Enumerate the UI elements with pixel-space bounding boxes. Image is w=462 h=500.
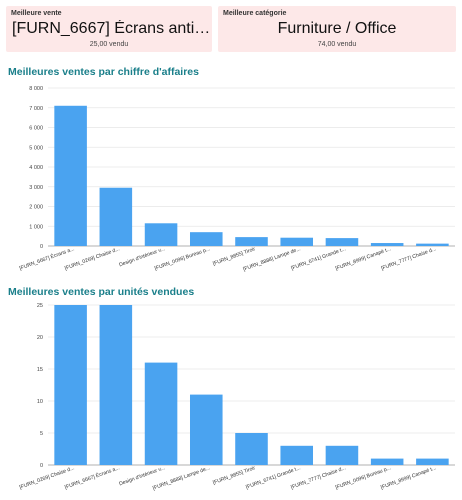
revenue-bar-chart: 0 1 000 2 000 3 000 4 000 5 000 6 000 7 000 8 00… (18, 86, 455, 273)
chart-title-revenue: Meilleures ventes par chiffre d'affaires (8, 66, 199, 78)
kpi-card-best-category[interactable]: Meilleure catégorie Furniture / Office 7… (218, 6, 456, 52)
y-tick-label: 20 (37, 335, 43, 341)
bar[interactable] (325, 445, 359, 465)
kpi-value: Furniture / Office (277, 20, 397, 37)
bar[interactable] (280, 237, 314, 246)
y-tick-label: 4 000 (29, 165, 43, 171)
chart-title-units: Meilleures ventes par unités vendues (8, 286, 195, 298)
bar[interactable] (144, 223, 178, 246)
y-tick-label: 10 (37, 399, 43, 405)
y-tick-label: 5 (40, 431, 43, 437)
bar[interactable] (416, 243, 449, 246)
kpi-value: [FURN_6667] Écrans anti… (12, 20, 211, 37)
y-tick-label: 0 (40, 244, 43, 250)
bar[interactable] (416, 458, 449, 465)
bar[interactable] (325, 238, 359, 246)
y-tick-label: 0 (40, 463, 43, 469)
y-tick-label: 6 000 (29, 126, 43, 132)
y-tick-label: 3 000 (29, 185, 43, 191)
kpi-label: Meilleure catégorie (223, 10, 287, 17)
y-tick-label: 1 000 (29, 224, 43, 230)
y-tick-label: 5 000 (29, 145, 43, 151)
bar[interactable] (235, 237, 268, 246)
y-tick-label: 7 000 (29, 106, 43, 112)
bar[interactable] (235, 433, 268, 465)
kpi-label: Meilleure vente (11, 10, 62, 17)
kpi-card-best-sale[interactable]: Meilleure vente [FURN_6667] Écrans anti…… (6, 6, 212, 52)
bar[interactable] (370, 243, 404, 246)
bar[interactable] (189, 394, 223, 465)
bar[interactable] (99, 305, 133, 465)
bar[interactable] (54, 105, 87, 247)
bar[interactable] (280, 445, 314, 465)
bar[interactable] (54, 305, 87, 465)
y-tick-label: 25 (37, 303, 43, 309)
y-tick-label: 15 (37, 367, 43, 373)
bar[interactable] (144, 362, 178, 465)
y-tick-label: 8 000 (29, 86, 43, 92)
kpi-subvalue: 74,00 vendu (317, 41, 357, 48)
y-tick-label: 2 000 (29, 205, 43, 211)
kpi-subvalue: 25,00 vendu (89, 41, 129, 48)
bar[interactable] (370, 458, 404, 465)
bar[interactable] (99, 187, 133, 246)
bar[interactable] (189, 232, 223, 246)
